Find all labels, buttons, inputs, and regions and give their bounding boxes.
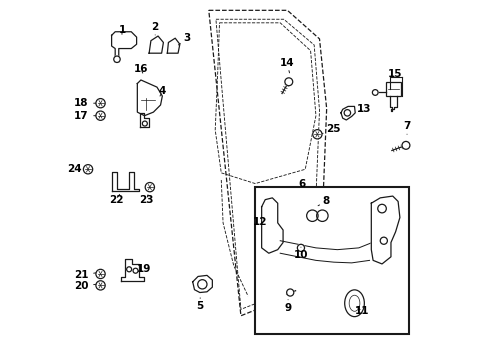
Circle shape	[126, 267, 131, 272]
Text: 21: 21	[74, 270, 96, 280]
Bar	[254, 187, 408, 334]
Text: 3: 3	[178, 33, 190, 45]
Circle shape	[96, 99, 105, 108]
Circle shape	[377, 204, 386, 213]
Text: 8: 8	[317, 197, 329, 206]
Circle shape	[114, 56, 120, 63]
Polygon shape	[140, 113, 149, 127]
Text: 5: 5	[196, 298, 203, 311]
Polygon shape	[112, 172, 139, 192]
Text: 13: 13	[356, 104, 371, 113]
Polygon shape	[340, 107, 354, 120]
Text: 22: 22	[108, 194, 123, 204]
Polygon shape	[121, 259, 144, 281]
Circle shape	[285, 78, 292, 86]
Polygon shape	[192, 275, 212, 293]
Circle shape	[142, 121, 147, 126]
Circle shape	[312, 130, 322, 139]
Circle shape	[306, 210, 317, 221]
Text: 9: 9	[284, 300, 291, 312]
Circle shape	[344, 110, 350, 116]
Circle shape	[197, 280, 206, 289]
Circle shape	[96, 111, 105, 120]
Text: 18: 18	[74, 98, 96, 108]
Text: 10: 10	[293, 247, 307, 260]
Circle shape	[316, 210, 327, 221]
Circle shape	[297, 244, 304, 251]
Text: 1: 1	[118, 25, 125, 35]
Circle shape	[96, 269, 105, 279]
Circle shape	[83, 165, 93, 174]
Polygon shape	[111, 32, 136, 62]
Text: 24: 24	[67, 164, 82, 174]
Text: 11: 11	[354, 306, 369, 316]
Text: 6: 6	[298, 179, 305, 189]
Ellipse shape	[348, 295, 359, 311]
Text: 19: 19	[136, 264, 151, 274]
Polygon shape	[167, 38, 180, 53]
Text: 25: 25	[322, 124, 340, 134]
Circle shape	[372, 90, 377, 95]
Text: 16: 16	[133, 64, 148, 73]
Circle shape	[145, 183, 154, 192]
Polygon shape	[149, 36, 163, 53]
Text: 12: 12	[252, 217, 267, 227]
Polygon shape	[370, 196, 399, 264]
Text: 17: 17	[73, 111, 96, 121]
Circle shape	[286, 289, 293, 296]
Circle shape	[401, 141, 409, 149]
Circle shape	[96, 281, 105, 290]
Text: 14: 14	[279, 58, 294, 73]
Bar	[385, 82, 400, 96]
Circle shape	[380, 237, 386, 244]
Ellipse shape	[344, 290, 364, 317]
Text: 4: 4	[158, 86, 166, 96]
Polygon shape	[261, 198, 283, 253]
Text: 15: 15	[387, 68, 401, 78]
Text: 23: 23	[139, 195, 154, 204]
Text: 7: 7	[403, 121, 410, 134]
Text: 20: 20	[74, 282, 96, 292]
Text: 2: 2	[151, 22, 159, 35]
Circle shape	[133, 268, 138, 273]
Polygon shape	[137, 80, 162, 116]
